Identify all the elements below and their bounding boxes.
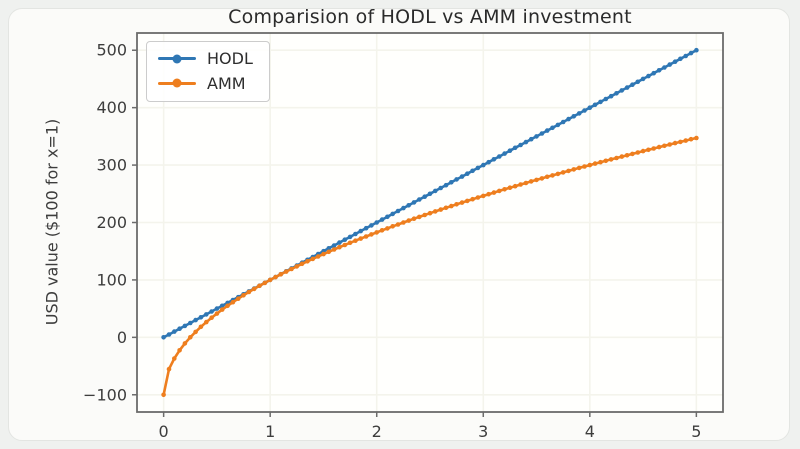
chart-title: Comparision of HODL vs AMM investment xyxy=(228,6,632,28)
svg-text:100: 100 xyxy=(96,270,127,289)
legend-item-hodl: HODL xyxy=(158,50,253,68)
legend-label-amm: AMM xyxy=(207,73,246,93)
svg-text:4: 4 xyxy=(585,422,595,441)
svg-text:3: 3 xyxy=(478,422,488,441)
legend-label-hodl: HODL xyxy=(207,49,253,68)
legend-item-amm: AMM xyxy=(158,73,253,93)
svg-text:1: 1 xyxy=(265,422,275,441)
y-axis-label: USD value ($100 for x=1) xyxy=(42,118,62,326)
svg-text:200: 200 xyxy=(96,213,127,232)
svg-text:0: 0 xyxy=(159,422,169,441)
amm-line-swatch-icon xyxy=(158,78,196,88)
svg-text:400: 400 xyxy=(96,98,127,117)
svg-text:−100: −100 xyxy=(83,385,127,404)
svg-text:500: 500 xyxy=(96,41,127,60)
svg-text:5: 5 xyxy=(691,422,701,441)
hodl-line-swatch-icon xyxy=(158,54,196,64)
svg-text:300: 300 xyxy=(96,156,127,175)
legend: HODL AMM xyxy=(146,41,270,103)
svg-text:0: 0 xyxy=(117,328,127,347)
svg-text:2: 2 xyxy=(372,422,382,441)
